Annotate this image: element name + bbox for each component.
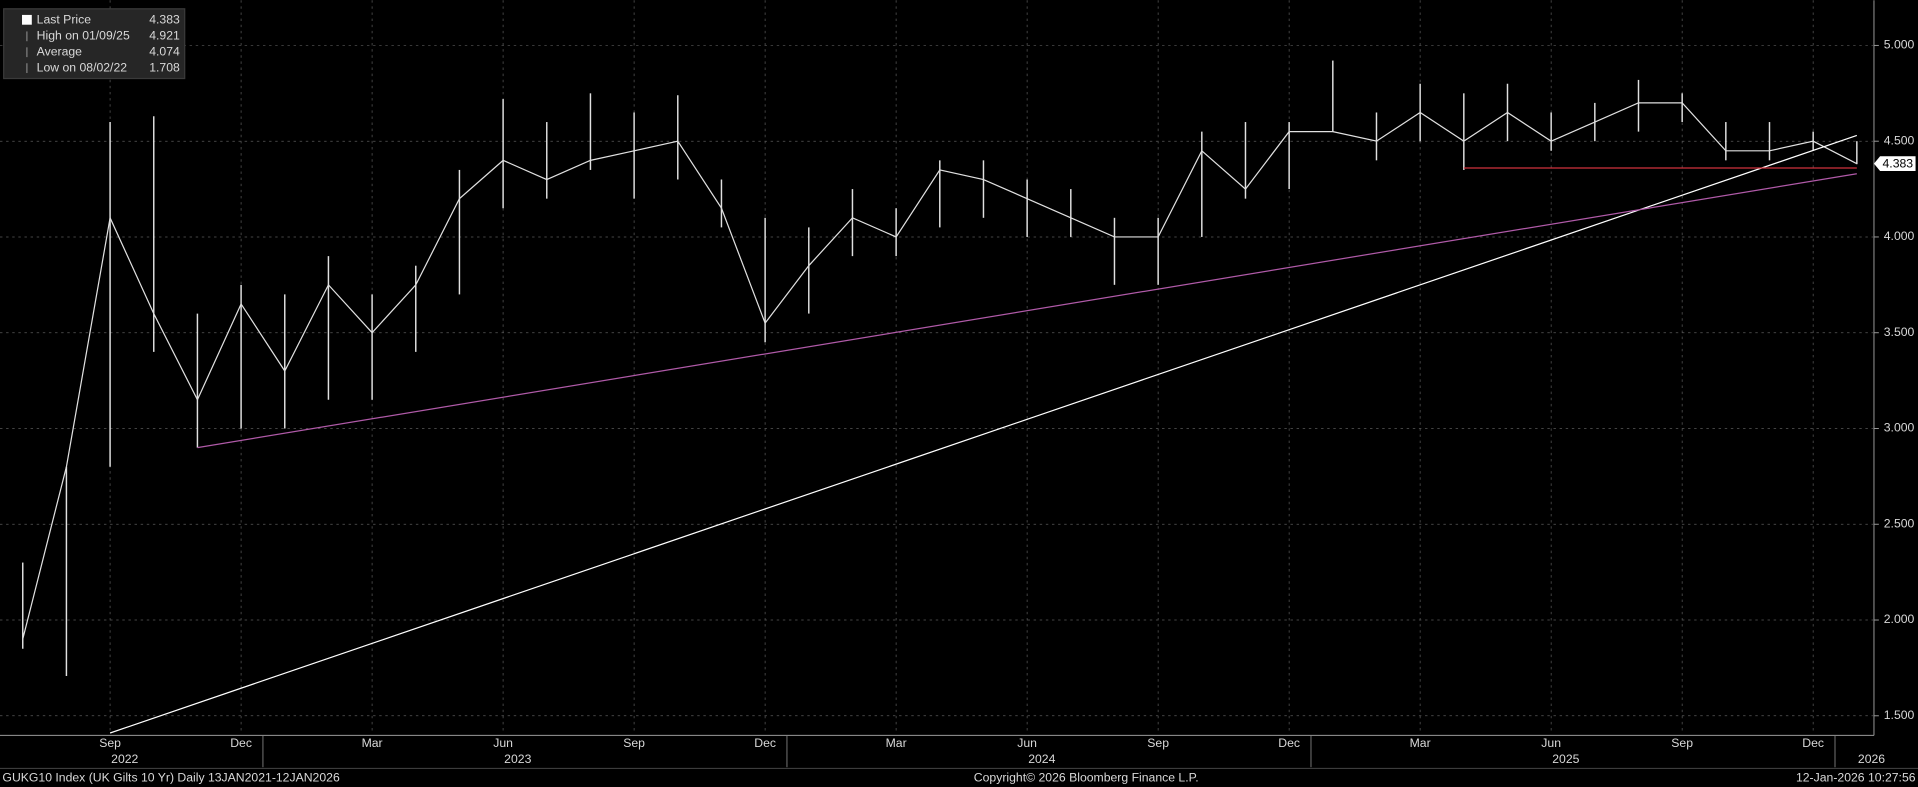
legend-label: Low on 08/02/22	[37, 60, 128, 74]
y-tick-label: 4.000	[1884, 229, 1915, 243]
legend-value: 1.708	[149, 60, 180, 74]
legend-label: Last Price	[37, 13, 92, 27]
trendline	[197, 173, 1857, 449]
y-tick-label: 3.000	[1884, 421, 1915, 435]
last-price-label: 4.383	[1883, 156, 1914, 170]
legend-value: 4.074	[149, 44, 180, 58]
x-tick-label: Jun	[1541, 736, 1561, 750]
x-tick-label: Sep	[623, 736, 645, 750]
trendline	[109, 134, 1858, 734]
legend-swatch	[22, 14, 32, 25]
year-label: 2024	[1028, 752, 1055, 766]
legend-label: Average	[37, 44, 82, 58]
x-tick-label: Sep	[99, 736, 121, 750]
x-tick-label: Mar	[362, 736, 383, 750]
x-tick-label: Dec	[230, 736, 252, 750]
legend-value: 4.921	[149, 29, 180, 43]
x-tick-label: Jun	[493, 736, 513, 750]
legend-value: 4.383	[149, 13, 180, 27]
price-line	[22, 102, 1858, 640]
x-tick-label: Jun	[1017, 736, 1037, 750]
x-tick-label: Dec	[1278, 736, 1300, 750]
year-label: 2023	[504, 752, 531, 766]
year-label: 2026	[1858, 752, 1885, 766]
x-tick-label: Mar	[886, 736, 907, 750]
legend-box	[3, 8, 186, 80]
x-tick-label: Mar	[1410, 736, 1431, 750]
year-label: 2025	[1552, 752, 1579, 766]
y-tick-label: 5.000	[1884, 38, 1915, 52]
y-tick-label: 1.500	[1884, 708, 1915, 722]
x-tick-label: Dec	[1802, 736, 1824, 750]
x-tick-label: Sep	[1147, 736, 1169, 750]
year-label: 2022	[111, 752, 138, 766]
y-tick-label: 4.500	[1884, 133, 1915, 147]
legend-label: High on 01/09/25	[37, 29, 130, 43]
x-tick-label: Sep	[1671, 736, 1693, 750]
footer-right: 12-Jan-2026 10:27:56	[1796, 770, 1916, 784]
y-tick-label: 2.000	[1884, 612, 1915, 626]
footer-center: Copyright© 2026 Bloomberg Finance L.P.	[974, 770, 1199, 784]
x-tick-label: Dec	[754, 736, 776, 750]
last-price-tag	[1873, 156, 1916, 171]
y-tick-label: 2.500	[1884, 516, 1915, 530]
y-tick-label: 3.500	[1884, 325, 1915, 339]
footer-left: GUKG10 Index (UK Gilts 10 Yr) Daily 13JA…	[2, 770, 340, 784]
